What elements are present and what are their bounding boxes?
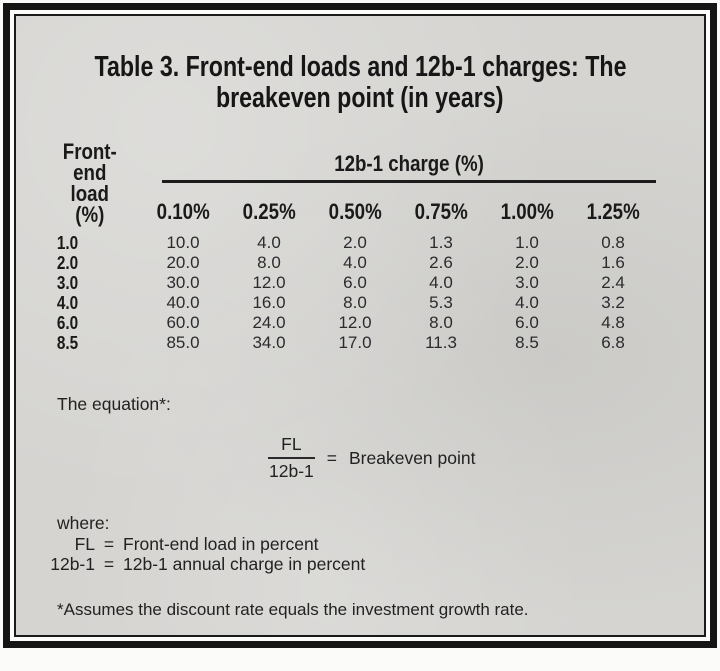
table-cell: 8.0 <box>257 253 281 272</box>
table-cell: 30.0 <box>166 273 200 292</box>
col-head-125: 1.25% <box>586 199 640 224</box>
table-cell: 4.0 <box>343 253 367 272</box>
table-title-line1: Table 3. Front-end loads and 12b-1 charg… <box>93 51 626 83</box>
equation-numerator: FL <box>281 434 302 454</box>
table-cell: 5.3 <box>429 293 453 312</box>
table-cell: 24.0 <box>252 313 286 332</box>
table-row: 8.5 85.0 34.0 17.0 11.3 8.5 6.8 <box>40 333 656 353</box>
table-cell: 11.3 <box>425 333 457 352</box>
table-cell: 85.0 <box>166 333 200 352</box>
table-cell: 12.0 <box>338 313 372 332</box>
table-cell: 8.0 <box>429 313 453 332</box>
row-label: 1.0 <box>56 233 79 253</box>
table-title: Table 3. Front-end loads and 12b-1 charg… <box>16 52 704 114</box>
table-row: 1.0 10.0 4.0 2.0 1.3 1.0 0.8 <box>40 225 656 253</box>
definition-desc: 12b-1 annual charge in percent <box>123 553 366 574</box>
table-row: 4.0 40.0 16.0 8.0 5.3 4.0 3.2 <box>40 293 656 313</box>
equation-result: Breakeven point <box>349 447 476 468</box>
definition-equals: = <box>103 553 115 574</box>
table-cell: 8.0 <box>343 293 367 312</box>
definition-desc: Front-end load in percent <box>123 534 319 554</box>
table-cell: 16.0 <box>252 293 286 312</box>
col-head-050: 0.50% <box>328 199 382 224</box>
paper-content: Table 3. Front-end loads and 12b-1 charg… <box>16 52 704 671</box>
equation: FL 12b-1 = Breakeven point <box>268 435 704 481</box>
table-cell: 4.0 <box>515 293 539 312</box>
table-cell: 34.0 <box>252 333 286 352</box>
table-row: 3.0 30.0 12.0 6.0 4.0 3.0 2.4 <box>40 273 656 293</box>
definition-row: FL = Front-end load in percent <box>42 534 704 555</box>
table-cell: 2.0 <box>515 253 539 272</box>
table-cell: 6.0 <box>343 273 367 292</box>
equation-denominator: 12b-1 <box>268 457 315 481</box>
row-label: 4.0 <box>56 293 79 313</box>
where-section: where: FL = Front-end load in percent 12… <box>50 513 704 574</box>
table-cell: 3.2 <box>601 293 625 312</box>
table-cell: 1.3 <box>429 233 453 252</box>
table-cell: 2.6 <box>429 253 453 272</box>
table-cell: 40.0 <box>166 293 200 312</box>
table-cell: 2.4 <box>601 273 625 292</box>
table-row: 6.0 60.0 24.0 12.0 8.0 6.0 4.8 <box>40 313 656 333</box>
stub-head-front-end-load: Front-end load (%) <box>40 139 140 227</box>
col-head-100: 1.00% <box>500 199 554 224</box>
table-cell: 20.0 <box>166 253 200 272</box>
row-label: 3.0 <box>56 273 79 293</box>
inner-border: Table 3. Front-end loads and 12b-1 charg… <box>14 14 706 637</box>
table-cell: 4.0 <box>429 273 453 292</box>
table-cell: 1.6 <box>601 253 625 272</box>
column-header-row: 0.10% 0.25% 0.50% 0.75% 1.00% 1.25% <box>40 183 656 225</box>
table-cell: 1.0 <box>515 233 539 252</box>
table-row: 2.0 20.0 8.0 4.0 2.6 2.0 1.6 <box>40 253 656 273</box>
table-cell: 3.0 <box>515 273 539 292</box>
table-cell: 4.8 <box>601 313 625 332</box>
breakeven-table: Front-end load (%) 12b-1 charge (%) 0.10% … <box>40 139 657 353</box>
definition-row: 12b-1 = 12b-1 annual charge in percent <box>42 553 704 575</box>
table-title-line2: breakeven point (in years) <box>216 82 504 114</box>
table-cell: 6.0 <box>515 313 539 332</box>
row-label: 8.5 <box>56 333 79 353</box>
col-head-025: 0.25% <box>242 199 296 224</box>
spanner-head-12b1-charge: 12b-1 charge (%) <box>140 141 657 183</box>
table-cell: 12.0 <box>252 273 286 292</box>
fraction: FL 12b-1 <box>268 435 315 481</box>
definition-term: 12b-1 <box>50 553 95 574</box>
stub-line: (%) <box>75 202 105 227</box>
equals-sign: = <box>326 447 337 468</box>
table-cell: 6.8 <box>601 333 625 352</box>
stub-line: Front- <box>62 139 118 164</box>
spanner-rule: 12b-1 charge (%) <box>162 151 657 183</box>
table-cell: 17.0 <box>338 333 372 352</box>
footnote: *Assumes the discount rate equals the in… <box>57 600 529 619</box>
stub-line: end <box>73 160 107 185</box>
definition-term: FL <box>74 534 95 554</box>
table-cell: 0.8 <box>601 233 625 252</box>
definitions: FL = Front-end load in percent 12b-1 = 1… <box>42 534 704 575</box>
row-label: 2.0 <box>56 253 79 273</box>
outer-border <box>3 3 717 648</box>
col-head-010: 0.10% <box>156 199 210 224</box>
equation-intro: The equation*: <box>57 394 171 414</box>
table-cell: 60.0 <box>166 313 200 332</box>
col-head-075: 0.75% <box>414 199 468 224</box>
table-cell: 2.0 <box>343 233 367 252</box>
row-label: 6.0 <box>56 313 79 333</box>
definition-equals: = <box>103 534 115 554</box>
spanner-label: 12b-1 charge (%) <box>334 151 484 176</box>
where-label: where: <box>57 513 110 533</box>
table-cell: 4.0 <box>257 233 281 252</box>
stub-line: load <box>70 181 110 206</box>
table-cell: 10.0 <box>166 233 200 252</box>
table-cell: 8.5 <box>515 333 539 352</box>
